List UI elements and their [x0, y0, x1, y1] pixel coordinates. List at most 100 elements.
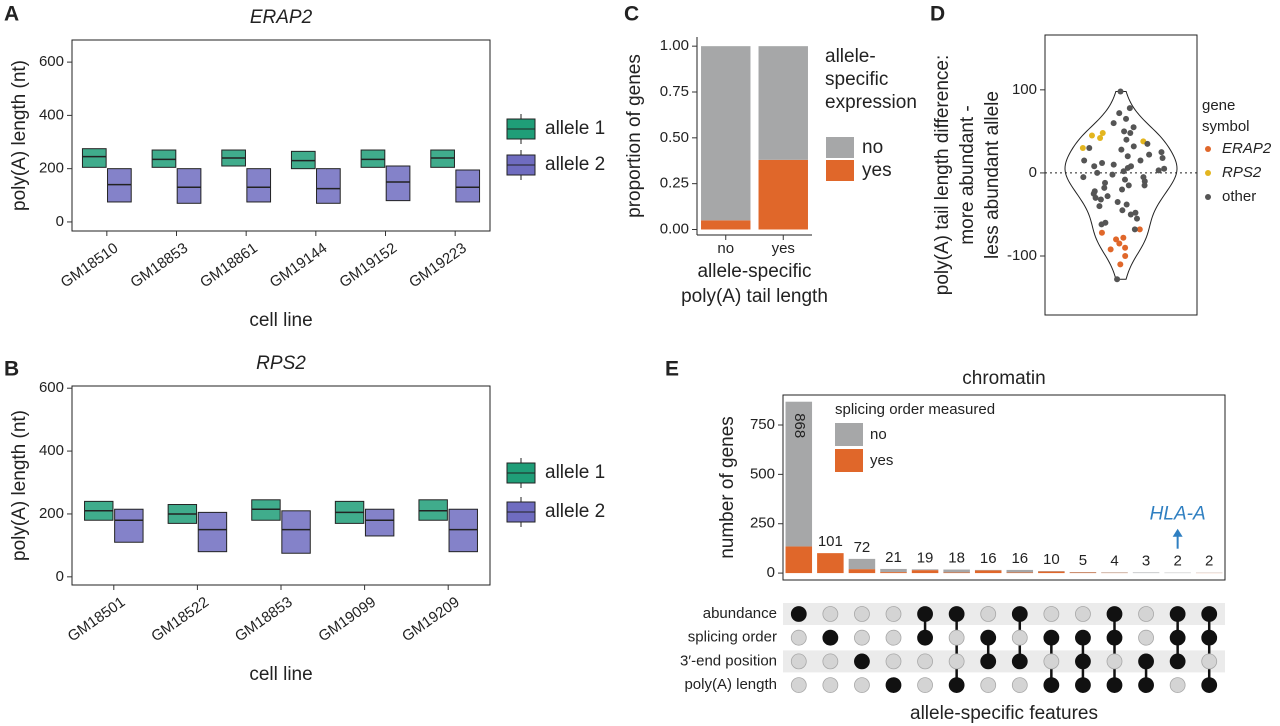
set-dot-filled — [822, 629, 839, 646]
set-dot-filled — [917, 606, 933, 622]
set-dot-filled — [1075, 629, 1091, 646]
y-tick-label: 0.25 — [660, 175, 689, 192]
set-dot-filled — [1138, 653, 1154, 670]
point — [1094, 169, 1101, 176]
legend-swatch — [826, 160, 854, 181]
set-dot-filled — [1106, 677, 1123, 693]
plot-frame — [782, 394, 1226, 581]
point — [1098, 221, 1105, 228]
plot-frame — [1044, 34, 1198, 316]
point — [1127, 130, 1134, 137]
point — [1080, 174, 1087, 181]
point — [1124, 153, 1131, 160]
set-dot-empty — [790, 629, 807, 646]
point — [1140, 174, 1147, 181]
point — [1098, 229, 1105, 236]
bar-segment — [701, 220, 751, 230]
point — [1144, 140, 1151, 147]
point — [1132, 209, 1139, 216]
set-dot-filled — [980, 629, 997, 646]
point — [1081, 157, 1088, 164]
set-dot-empty — [980, 606, 997, 622]
set-dot-filled — [1011, 606, 1028, 622]
y-tick-label: 100 — [1012, 81, 1037, 98]
bar-segment — [943, 572, 970, 574]
y-tick-label: 600 — [39, 379, 64, 396]
set-dot-empty — [822, 653, 839, 670]
set-dot-filled — [1075, 677, 1091, 693]
set-dot-empty — [948, 653, 965, 670]
bar-segment — [701, 46, 751, 221]
legend-title: symbol — [1202, 118, 1250, 135]
x-tick-label: yes — [772, 240, 795, 257]
point — [1092, 194, 1099, 201]
box — [448, 508, 478, 553]
x-tick-label: GM18853 — [127, 240, 191, 292]
bar-segment — [911, 570, 939, 574]
set-dot-empty — [1138, 629, 1154, 646]
legend-label: no — [862, 137, 883, 158]
total-label: 18 — [948, 550, 965, 567]
bar-segment — [848, 558, 876, 570]
point — [1122, 244, 1129, 251]
total-label: 19 — [917, 549, 934, 566]
y-tick-label: 200 — [39, 160, 64, 177]
panel-letter: B — [4, 358, 19, 381]
point — [1096, 203, 1103, 210]
set-dot-filled — [854, 653, 870, 670]
set-dot-filled — [1043, 677, 1060, 693]
legend-swatch — [835, 423, 863, 446]
y-tick-label: 200 — [39, 505, 64, 522]
point — [1099, 130, 1106, 137]
set-dot-filled — [1043, 629, 1060, 646]
total-label: 5 — [1079, 552, 1087, 569]
legend-title: specific — [825, 69, 888, 90]
set-dot-empty — [1011, 629, 1028, 646]
set-dot-filled — [948, 606, 965, 622]
set-dot-empty — [854, 629, 870, 646]
box — [81, 148, 107, 168]
total-label: 4 — [1110, 552, 1118, 569]
x-axis-title: poly(A) tail length — [681, 286, 828, 307]
set-dot-empty — [885, 606, 902, 622]
point — [1127, 211, 1134, 218]
x-tick-label: GM18861 — [197, 240, 261, 292]
legend-label: allele 1 — [545, 462, 605, 483]
point — [1121, 176, 1128, 183]
y-tick-label: 0.75 — [660, 83, 689, 100]
set-dot-filled — [1106, 629, 1123, 646]
point — [1097, 135, 1104, 142]
point — [1121, 128, 1128, 135]
point — [1107, 246, 1114, 253]
total-label: 16 — [1011, 550, 1028, 567]
point — [1120, 168, 1127, 175]
x-axis-title: allele-specific — [697, 261, 811, 282]
point — [1125, 182, 1132, 189]
panel-letter: E — [665, 358, 679, 381]
set-dot-empty — [790, 677, 807, 693]
total-label: 10 — [1043, 551, 1060, 568]
point — [1155, 167, 1162, 174]
point — [1110, 120, 1117, 127]
box — [281, 510, 311, 554]
point — [1086, 144, 1093, 151]
point — [1114, 199, 1121, 206]
point — [1146, 151, 1153, 158]
legend-label: yes — [862, 160, 892, 181]
set-dot-empty — [822, 606, 839, 622]
set-dot-empty — [1075, 606, 1091, 622]
y-tick-label: 400 — [39, 442, 64, 459]
total-label: 72 — [854, 539, 871, 556]
point — [1091, 163, 1098, 170]
box — [251, 499, 281, 521]
point — [1130, 143, 1137, 150]
set-dot-empty — [980, 677, 997, 693]
point — [1137, 157, 1144, 164]
set-dot-filled — [1106, 606, 1123, 622]
set-dot-empty — [854, 677, 870, 693]
set-dot-filled — [1169, 653, 1186, 670]
y-tick-label: 1.00 — [660, 37, 689, 54]
annotation: HLA-A — [1150, 504, 1206, 525]
x-axis-title: cell line — [249, 310, 312, 331]
